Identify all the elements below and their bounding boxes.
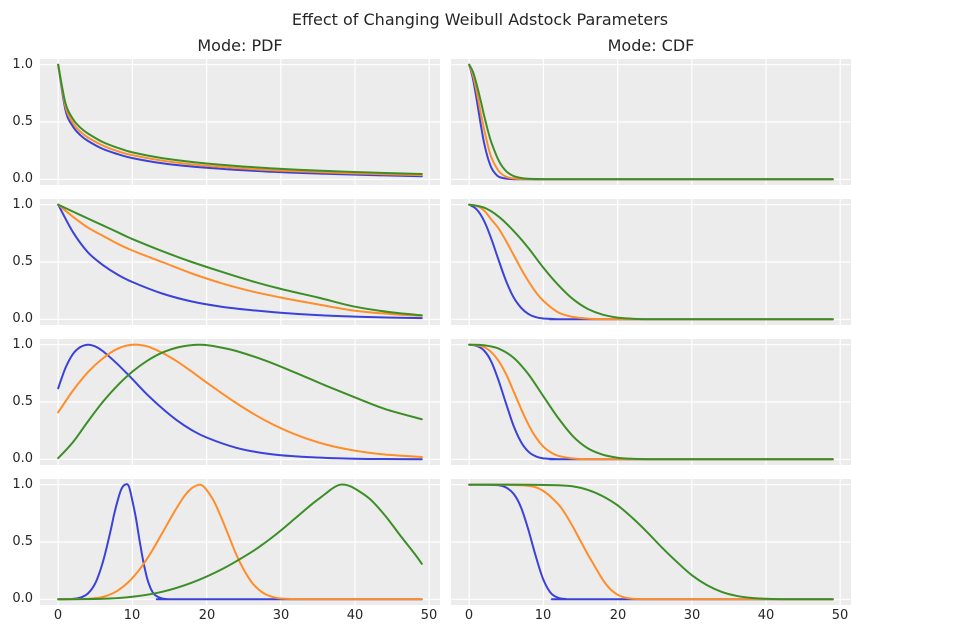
series-line-green — [57, 63, 423, 175]
series-line-green — [57, 483, 423, 601]
subplot-cdf-row4 — [451, 479, 851, 605]
x-tick-label: 50 — [420, 608, 438, 623]
y-tick-label: 0.0 — [12, 591, 33, 606]
y-tick-label: 0.5 — [12, 394, 33, 409]
series-line-green — [468, 483, 834, 601]
x-tick-label: 40 — [757, 608, 775, 623]
series-line-blue — [468, 343, 834, 461]
y-tick-label: 1.0 — [12, 197, 33, 212]
y-tick-label: 0.5 — [12, 254, 33, 269]
x-tick-label: 40 — [346, 608, 364, 623]
x-tick-label: 30 — [272, 608, 290, 623]
y-tick-label: 0.5 — [12, 114, 33, 129]
series-line-blue — [57, 203, 423, 320]
series-line-green — [57, 343, 423, 460]
x-tick-label: 50 — [831, 608, 849, 623]
y-tick-label: 0.0 — [12, 451, 33, 466]
series-line-blue — [57, 63, 423, 178]
subplot-pdf-row3 — [40, 339, 440, 465]
series-line-green — [468, 63, 834, 181]
series-line-green — [468, 203, 834, 321]
x-tick-label: 0 — [464, 608, 474, 623]
x-tick-label: 30 — [683, 608, 701, 623]
column-title-pdf: Mode: PDF — [197, 36, 283, 55]
series-line-blue — [468, 483, 834, 601]
y-tick-label: 0.5 — [12, 534, 33, 549]
y-tick-label: 1.0 — [12, 337, 33, 352]
series-line-blue — [468, 203, 834, 321]
series-line-orange — [468, 203, 834, 321]
x-tick-label: 20 — [198, 608, 216, 623]
x-tick-label: 10 — [123, 608, 141, 623]
subplot-pdf-row4 — [40, 479, 440, 605]
column-title-cdf: Mode: CDF — [607, 36, 695, 55]
y-tick-label: 1.0 — [12, 477, 33, 492]
x-tick-label: 10 — [534, 608, 552, 623]
x-tick-label: 0 — [53, 608, 63, 623]
series-line-green — [468, 343, 834, 461]
y-tick-label: 0.0 — [12, 311, 33, 326]
series-line-orange — [57, 343, 423, 458]
series-line-orange — [57, 483, 423, 601]
figure-title: Effect of Changing Weibull Adstock Param… — [291, 10, 669, 29]
series-line-orange — [57, 203, 423, 317]
subplot-cdf-row1 — [451, 59, 851, 185]
series-line-blue — [57, 483, 423, 601]
subplot-pdf-row1 — [40, 59, 440, 185]
subplot-cdf-row2 — [451, 199, 851, 325]
y-tick-label: 1.0 — [12, 57, 33, 72]
series-line-green — [57, 203, 423, 317]
subplot-cdf-row3 — [451, 339, 851, 465]
x-tick-label: 20 — [609, 608, 627, 623]
subplot-pdf-row2 — [40, 199, 440, 325]
y-tick-label: 0.0 — [12, 171, 33, 186]
series-line-orange — [468, 483, 834, 601]
series-line-orange — [57, 63, 423, 177]
series-line-blue — [57, 343, 423, 461]
series-line-orange — [468, 343, 834, 461]
